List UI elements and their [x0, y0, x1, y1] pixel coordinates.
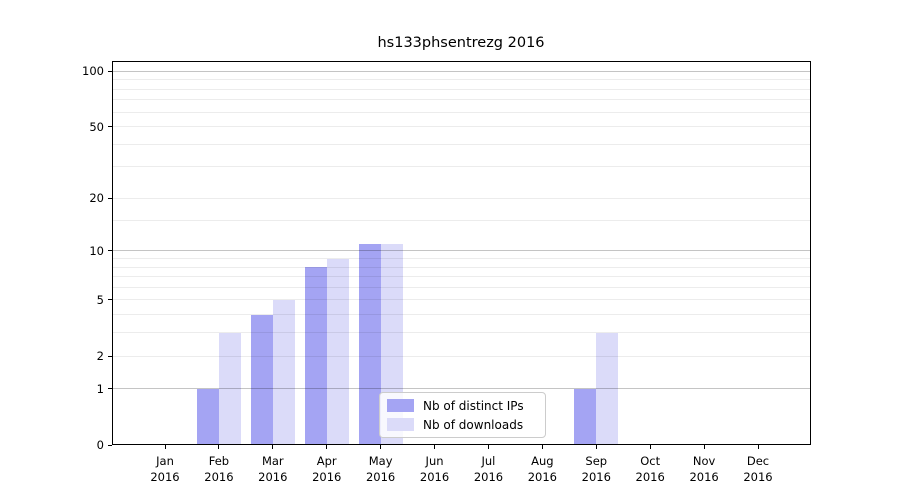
grid-line-y-5: [113, 299, 810, 301]
y-tick-100: [108, 70, 112, 72]
x-tick-jun: [434, 445, 436, 449]
x-tick-sep: [595, 445, 597, 449]
bar-distinct-ips-feb: [196, 388, 219, 444]
x-tick-apr: [326, 445, 328, 449]
x-tick-label-dec: Dec 2016: [743, 454, 773, 484]
x-tick-label-jun: Jun 2016: [419, 454, 450, 484]
y-tick-label-5: 5: [96, 292, 104, 307]
x-tick-mar: [272, 445, 274, 449]
y-tick-5: [108, 299, 112, 301]
x-tick-nov: [703, 445, 705, 449]
grid-line-y-80: [113, 88, 810, 90]
y-tick-50: [108, 126, 112, 128]
legend: Nb of distinct IPs Nb of downloads: [379, 392, 546, 438]
x-axis-line: [112, 444, 811, 445]
y-tick-label-2: 2: [96, 349, 104, 364]
y-axis-line: [112, 61, 113, 445]
grid-line-y-3: [113, 332, 810, 334]
y-tick-2: [108, 355, 112, 357]
legend-item-downloads: Nb of downloads: [387, 418, 545, 432]
grid-line-y-8: [113, 266, 810, 268]
y-tick-20: [108, 197, 112, 199]
y-tick-label-10: 10: [89, 243, 104, 258]
x-tick-label-oct: Oct 2016: [635, 454, 665, 484]
x-tick-label-sep: Sep 2016: [581, 454, 611, 484]
x-tick-dec: [757, 445, 759, 449]
y-tick-label-50: 50: [89, 119, 104, 134]
x-tick-label-mar: Mar 2016: [258, 454, 288, 484]
y-tick-label-20: 20: [89, 191, 104, 206]
bar-distinct-ips-apr: [304, 267, 327, 444]
y-tick-label-0: 0: [96, 438, 104, 452]
grid-line-y-15: [113, 219, 810, 221]
grid-line-y-70: [113, 99, 810, 101]
x-tick-jan: [164, 445, 166, 449]
legend-swatch-distinct-ips: [387, 399, 414, 412]
legend-swatch-downloads: [387, 418, 414, 431]
legend-label-distinct-ips: Nb of distinct IPs: [423, 398, 524, 413]
x-tick-label-feb: Feb 2016: [204, 454, 234, 484]
legend-label-downloads: Nb of downloads: [423, 417, 524, 432]
x-tick-label-apr: Apr 2016: [312, 454, 342, 484]
bar-distinct-ips-may: [358, 243, 381, 444]
bar-downloads-mar: [272, 299, 295, 444]
bar-distinct-ips-sep: [574, 388, 597, 444]
bar-downloads-sep: [596, 332, 619, 444]
y-tick-1: [108, 388, 112, 390]
y-tick-label-1: 1: [96, 381, 104, 396]
top-spine: [112, 61, 811, 62]
x-tick-label-jan: Jan 2016: [150, 454, 180, 484]
grid-line-y-1: [113, 388, 810, 390]
grid-line-y-60: [113, 111, 810, 113]
grid-line-y-20: [113, 197, 810, 199]
grid-line-y-30: [113, 166, 810, 168]
x-tick-may: [380, 445, 382, 449]
grid-line-y-6: [113, 286, 810, 288]
grid-line-y-2: [113, 355, 810, 357]
grid-line-y-90: [113, 79, 810, 81]
x-tick-label-may: May 2016: [365, 454, 396, 484]
grid-line-y-7: [113, 276, 810, 278]
grid-line-y-50: [113, 126, 810, 128]
bar-downloads-feb: [218, 332, 241, 444]
x-tick-oct: [649, 445, 651, 449]
y-tick-label-100: 100: [82, 64, 104, 79]
grid-line-y-9: [113, 258, 810, 259]
bar-downloads-apr: [326, 258, 349, 444]
x-tick-label-nov: Nov 2016: [689, 454, 719, 484]
bar-distinct-ips-mar: [250, 314, 273, 444]
x-tick-feb: [218, 445, 220, 449]
x-tick-aug: [541, 445, 543, 449]
grid-line-y-100: [113, 70, 810, 72]
chart-title: hs133phsentrezg 2016: [377, 35, 545, 51]
grid-line-y-10: [113, 250, 810, 252]
right-spine: [810, 61, 811, 445]
y-tick-0: [108, 444, 112, 446]
grid-line-y-40: [113, 143, 810, 145]
x-tick-label-jul: Jul 2016: [473, 454, 504, 484]
legend-item-distinct-ips: Nb of distinct IPs: [387, 399, 545, 413]
y-tick-10: [108, 250, 112, 252]
x-tick-jul: [487, 445, 489, 449]
grid-line-y-4: [113, 314, 810, 316]
x-tick-label-aug: Aug 2016: [527, 454, 557, 484]
